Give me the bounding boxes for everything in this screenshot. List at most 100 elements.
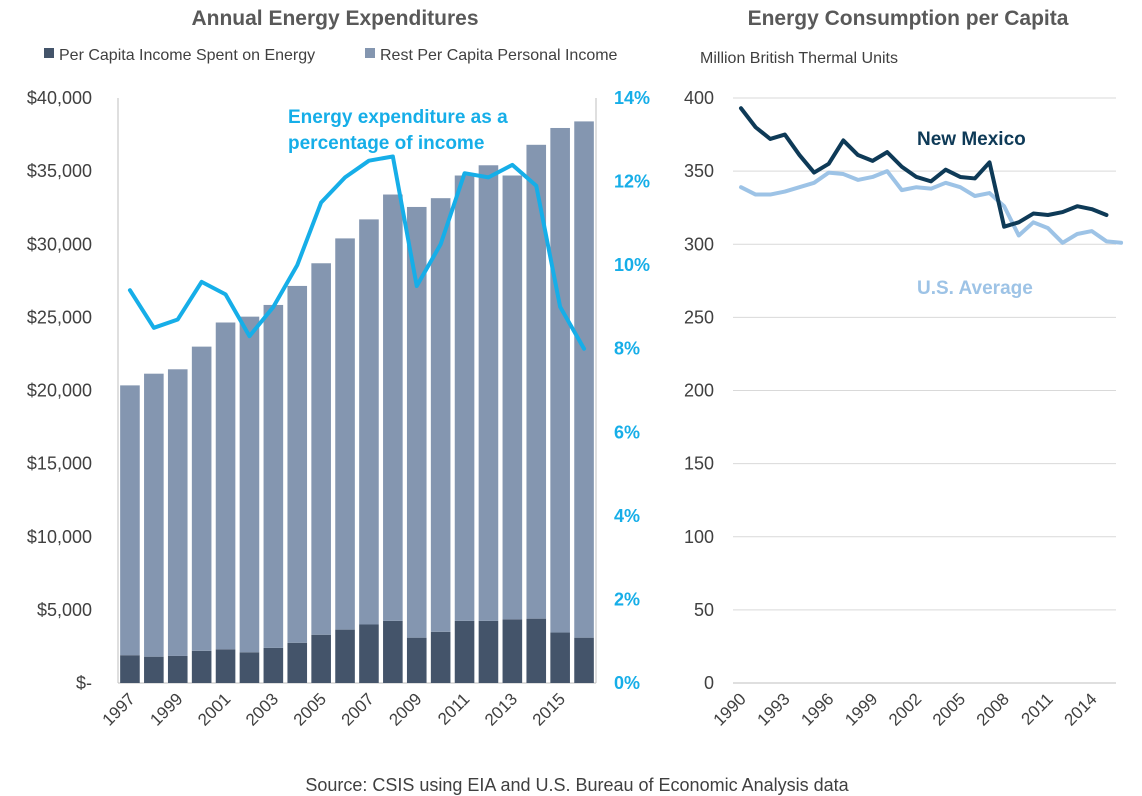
bar-rest [454,175,475,621]
bar-energy [406,637,427,683]
pct-line-group [127,154,587,351]
pct-line-annotation: Energy expenditure as a percentage of inc… [288,107,508,154]
right-gridlines [733,97,1116,684]
right-y-ticks: 0 50 100 150 200 250 300 350 400 [684,88,714,693]
legend-label-rest: Rest Per Capita Personal Income [380,47,618,64]
legend-swatch-energy [44,48,54,58]
right-x-tick-label: 1999 [841,689,881,729]
left-bars [120,121,594,683]
bar-rest [239,316,260,653]
bar-energy [574,637,594,683]
bar-rest [359,219,379,625]
left-x-ticks: 1997 1999 2001 2003 2005 2007 2009 2011 2013 2015 [99,689,569,729]
left-x-tick-label: 1999 [146,689,186,729]
bar-energy [383,620,403,683]
left-y-tick-label: $35,000 [27,161,92,181]
left-y-tick-label: $25,000 [27,307,92,327]
right-x-tick-label: 2011 [1018,689,1057,728]
left-x-tick-label: 2013 [481,689,521,729]
left-y-ticks: $- $5,000 $10,000 $15,000 $20,000 $25,000 $30,… [27,88,92,693]
left-y-tick-label: $- [76,673,92,693]
left-y-tick-label: $5,000 [37,600,92,620]
left-x-tick-label: 2009 [385,689,425,729]
left-y-tick-label: $10,000 [27,527,92,547]
bar-energy [359,624,379,683]
bar-energy [335,629,355,683]
legend-swatch-rest [365,48,375,58]
us-average-line [739,169,1124,245]
bar-rest [144,373,164,657]
right-x-tick-label: 2005 [929,689,969,729]
right-x-tick-label: 1990 [710,689,750,729]
left-x-tick-label: 2011 [434,689,473,728]
right-y-tick-label: 150 [684,454,714,474]
left-x-tick-label: 2005 [290,689,330,729]
bar-energy [263,647,284,683]
right-chart-title: Energy Consumption per Capita [748,7,1069,30]
right-y-tick-label: 400 [684,88,714,108]
bar-rest [526,144,547,619]
bar-rest [311,263,331,635]
series-label-us-average: U.S. Average [917,278,1033,299]
bar-energy [502,619,523,683]
bar-rest [120,385,140,656]
bar-energy [120,655,140,683]
bar-energy [215,649,236,683]
left-x-tick-label: 2003 [242,689,282,729]
bar-energy [526,618,547,683]
annotation-line-1: Energy expenditure as a [288,107,508,128]
bar-rest [287,285,308,643]
left-y2-ticks: 0% 2% 4% 6% 8% 10% 12% 14% [614,88,650,693]
left-y2-tick-label: 8% [614,339,640,359]
right-y-tick-label: 50 [694,600,714,620]
bar-rest [335,238,355,630]
right-unit-label: Million British Thermal Units [700,50,898,67]
bar-rest [550,127,570,633]
left-y-tick-label: $20,000 [27,381,92,401]
bar-energy [478,620,499,683]
left-y2-tick-label: 14% [614,88,650,108]
annotation-line-2: percentage of income [288,133,484,154]
left-y-tick-label: $30,000 [27,234,92,254]
left-y2-tick-label: 2% [614,589,640,609]
legend-label-energy: Per Capita Income Spent on Energy [59,47,315,64]
left-y2-tick-label: 12% [614,172,650,192]
bar-rest [574,121,594,638]
right-lines [739,106,1124,245]
left-y2-tick-label: 6% [614,422,640,442]
right-x-tick-label: 2014 [1060,689,1100,729]
bar-energy [550,632,570,683]
right-y-tick-label: 0 [704,673,714,693]
left-chart-title: Annual Energy Expenditures [191,7,478,30]
bar-rest [263,304,284,648]
bar-energy [191,650,212,683]
bar-energy [144,656,164,683]
left-y-tick-label: $15,000 [27,454,92,474]
right-y-tick-label: 350 [684,161,714,181]
bar-energy [430,631,451,683]
right-x-tick-label: 2008 [973,689,1013,729]
bar-rest [383,194,403,621]
left-x-tick-label: 2001 [194,689,234,729]
bar-rest [502,175,523,620]
pct-line [127,154,587,351]
left-x-tick-label: 2015 [529,689,569,729]
bar-rest [478,165,499,621]
right-x-tick-label: 1993 [753,689,793,729]
series-label-new-mexico: New Mexico [917,129,1026,150]
bar-energy [454,620,475,683]
right-x-ticks: 1990 1993 1996 1999 2002 2005 2008 2011 2014 [710,689,1101,729]
bar-energy [287,642,308,683]
left-y2-tick-label: 10% [614,255,650,275]
bar-energy [311,634,331,683]
bar-rest [215,322,236,650]
left-y2-tick-label: 4% [614,506,640,526]
right-y-tick-label: 200 [684,381,714,401]
left-y2-tick-label: 0% [614,673,640,693]
right-y-tick-label: 100 [684,527,714,547]
bar-rest [167,369,188,656]
right-y-tick-label: 300 [684,234,714,254]
bar-energy [239,652,260,683]
